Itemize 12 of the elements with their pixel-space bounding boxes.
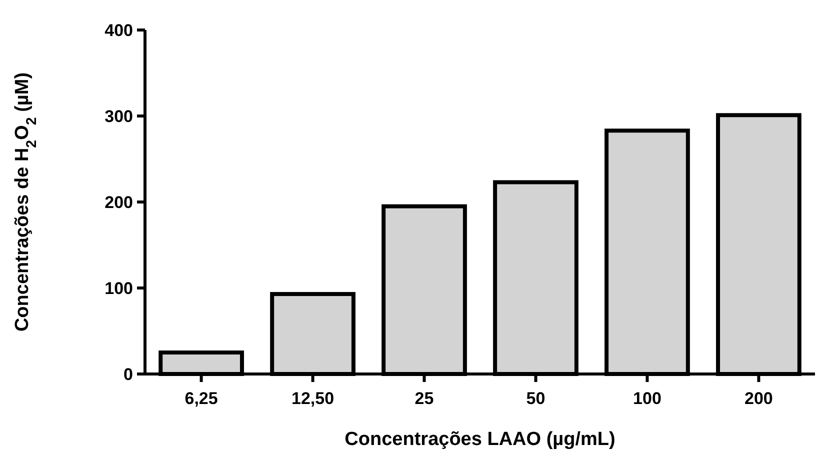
y-tick-label: 200: [104, 192, 133, 212]
y-tick-label: 100: [104, 278, 133, 298]
x-tick-label: 100: [633, 389, 662, 408]
x-tick-label: 6,25: [184, 389, 218, 408]
x-tick-label: 50: [526, 389, 546, 408]
y-tick-label: 0: [124, 364, 133, 384]
x-tick-label: 12,50: [292, 389, 334, 408]
y-tick-label: 300: [104, 106, 133, 126]
x-tick-label: 200: [744, 389, 773, 408]
x-tick-label: 25: [414, 389, 434, 408]
x-axis-title: Concentrações LAAO (µg/mL): [344, 429, 616, 450]
y-tick-label: 400: [104, 20, 133, 40]
